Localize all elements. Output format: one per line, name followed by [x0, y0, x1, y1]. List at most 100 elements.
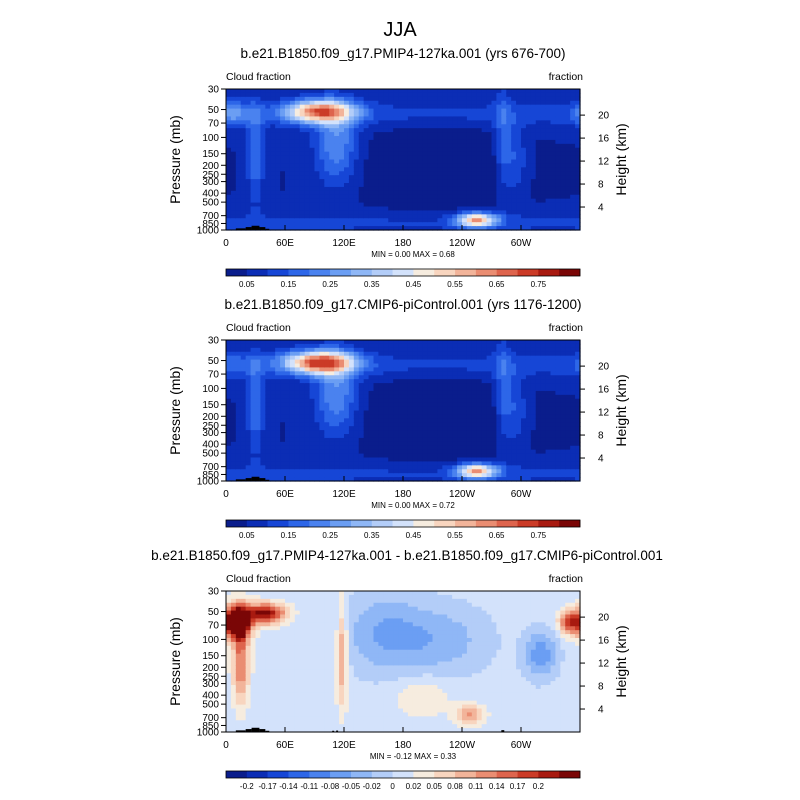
- field-cell: [285, 434, 291, 439]
- field-cell: [403, 457, 409, 463]
- field-cell: [255, 210, 262, 215]
- field-cell: [285, 383, 291, 388]
- x-tick-label: 60E: [276, 238, 294, 249]
- field-cell: [265, 194, 271, 200]
- field-cell: [462, 218, 468, 223]
- field-cell: [245, 461, 252, 466]
- field-cell: [417, 449, 424, 455]
- field-cell: [240, 222, 247, 227]
- field-cell: [447, 202, 453, 208]
- field-cell: [289, 120, 296, 125]
- field-cell: [432, 367, 439, 372]
- field-cell: [393, 430, 399, 435]
- field-cell: [245, 198, 252, 204]
- field-cell: [309, 214, 316, 219]
- field-cell: [393, 434, 399, 439]
- field-cell: [378, 159, 384, 165]
- field-cell: [363, 179, 370, 184]
- field-cell: [294, 198, 301, 204]
- field-cell: [486, 136, 493, 141]
- field-cell: [511, 375, 517, 380]
- field-cell: [452, 477, 458, 482]
- field-cell: [250, 426, 257, 431]
- field-cell: [319, 473, 325, 478]
- field-cell: [275, 390, 281, 396]
- field-cell: [466, 340, 473, 345]
- field-cell: [250, 96, 257, 102]
- field-cell: [280, 449, 286, 455]
- field-cell: [275, 379, 281, 384]
- field-cell: [314, 359, 321, 365]
- field-cell: [560, 214, 566, 219]
- field-cell: [319, 437, 325, 443]
- field-cell: [383, 473, 389, 478]
- field-cell: [407, 355, 414, 361]
- field-cell: [407, 186, 414, 192]
- field-cell: [383, 112, 389, 118]
- field-cell: [299, 96, 306, 102]
- field-cell: [501, 206, 507, 212]
- field-cell: [481, 175, 488, 180]
- field-cell: [304, 112, 311, 118]
- field-cell: [309, 226, 316, 231]
- field-cell: [525, 89, 532, 94]
- field-cell: [294, 226, 301, 231]
- field-cell: [383, 406, 389, 412]
- field-cell: [309, 124, 316, 129]
- field-cell: [427, 183, 434, 188]
- field-cell: [516, 367, 522, 372]
- field-cell: [427, 347, 434, 353]
- field-cell: [481, 96, 488, 102]
- field-cell: [235, 398, 242, 404]
- field-cell: [570, 136, 576, 141]
- field-cell: [452, 179, 458, 184]
- field-cell: [545, 163, 552, 168]
- field-cell: [245, 469, 252, 474]
- field-cell: [304, 441, 311, 447]
- field-cell: [540, 214, 547, 219]
- field-cell: [265, 398, 271, 404]
- field-cell: [373, 159, 380, 165]
- field-cell: [437, 414, 443, 419]
- field-cell: [299, 406, 306, 412]
- field-cell: [275, 347, 281, 353]
- field-cell: [407, 426, 414, 431]
- field-cell: [388, 477, 394, 482]
- field-cell: [226, 100, 232, 106]
- field-cell: [240, 171, 247, 176]
- field-cell: [339, 379, 345, 384]
- field-cell: [368, 104, 375, 110]
- field-cell: [491, 375, 498, 380]
- field-cell: [265, 206, 271, 212]
- field-cell: [309, 347, 316, 353]
- field-cell: [280, 457, 286, 463]
- field-cell: [270, 186, 276, 192]
- field-cell: [457, 398, 463, 404]
- field-cell: [329, 410, 335, 416]
- field-cell: [486, 445, 493, 451]
- field-cell: [530, 151, 537, 157]
- field-cell: [506, 387, 512, 392]
- field-cell: [344, 367, 350, 372]
- field-cell: [575, 116, 581, 121]
- field-cell: [393, 422, 399, 427]
- field-cell: [511, 139, 517, 145]
- field-cell: [521, 116, 527, 121]
- field-cell: [447, 159, 453, 165]
- field-cell: [378, 383, 384, 388]
- y2-tick-label: 12: [598, 157, 610, 168]
- field-cell: [422, 469, 429, 474]
- field-cell: [245, 190, 252, 196]
- field-cell: [535, 108, 542, 114]
- field-cell: [501, 112, 507, 118]
- field-cell: [294, 190, 301, 196]
- field-cell: [324, 151, 330, 157]
- field-cell: [393, 194, 399, 200]
- field-cell: [383, 218, 389, 223]
- field-cell: [230, 202, 237, 208]
- field-cell: [363, 398, 370, 404]
- field-cell: [373, 89, 380, 94]
- field-cell: [550, 96, 557, 102]
- field-cell: [260, 124, 266, 129]
- colorbar-label: 0.05: [239, 280, 255, 289]
